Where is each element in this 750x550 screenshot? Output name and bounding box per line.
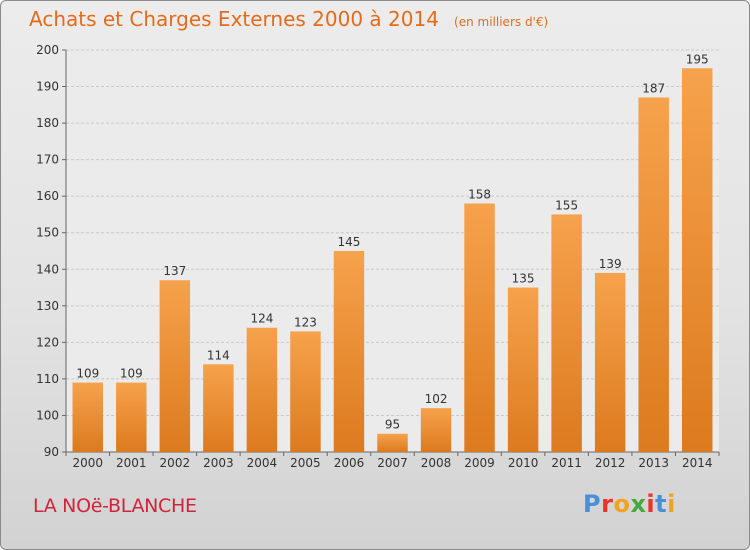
proxiti-logo[interactable]: Proxiti <box>583 490 676 518</box>
bar-2000 <box>72 382 104 452</box>
logo-letter: t <box>655 490 668 518</box>
y-tick-label: 90 <box>44 445 59 459</box>
value-label: 109 <box>76 367 99 381</box>
bar-2008 <box>420 408 452 452</box>
bar-2013 <box>638 97 669 452</box>
y-tick-label: 150 <box>36 226 59 240</box>
value-labels: 109 2000 109 2001 137 2002 114 2003 124 2004 123 20… <box>72 52 712 470</box>
bar-2009 <box>464 203 495 452</box>
y-tick-label: 130 <box>36 299 59 313</box>
value-label: 187 <box>642 82 665 96</box>
bar-2003 <box>203 364 234 452</box>
bar-2012 <box>594 272 626 452</box>
value-label: 137 <box>163 264 186 278</box>
value-label: 95 <box>385 418 400 432</box>
x-tick-label: 2000 <box>72 456 103 470</box>
value-label: 195 <box>686 52 709 66</box>
x-tick-label: 2013 <box>638 456 669 470</box>
bar-2011 <box>551 214 582 452</box>
x-tick-label: 2009 <box>464 456 495 470</box>
bar-2005 <box>290 331 321 452</box>
logo-letter: r <box>601 490 614 518</box>
bar-2001 <box>116 382 147 452</box>
value-label: 155 <box>555 198 578 212</box>
y-tick-label: 160 <box>36 189 59 203</box>
x-tick-label: 2002 <box>160 456 191 470</box>
x-tick-label: 2010 <box>508 456 539 470</box>
y-tick-label: 170 <box>36 153 59 167</box>
y-tick-label: 140 <box>36 262 59 276</box>
y-tick-label: 190 <box>36 80 59 94</box>
logo-letter: i <box>646 490 656 518</box>
value-label: 109 <box>120 367 143 381</box>
value-label: 124 <box>250 312 273 326</box>
x-tick-label: 2011 <box>551 456 582 470</box>
bar-2002 <box>159 280 191 452</box>
bars <box>72 68 713 452</box>
x-tick-label: 2001 <box>116 456 147 470</box>
y-tick-label: 180 <box>36 116 59 130</box>
x-tick-label: 2003 <box>203 456 234 470</box>
value-label: 114 <box>207 348 230 362</box>
y-tick-label: 200 <box>36 43 59 57</box>
city-name: LA NOë-BLANCHE <box>33 495 197 517</box>
x-tick-label: 2007 <box>377 456 408 470</box>
value-label: 123 <box>294 315 317 329</box>
logo-letter: P <box>583 490 602 518</box>
bar-2014 <box>681 68 713 452</box>
bar-2006 <box>333 251 365 452</box>
x-tick-label: 2008 <box>421 456 452 470</box>
y-tick-label: 100 <box>36 408 59 422</box>
bar-2007 <box>377 433 408 452</box>
bar-2010 <box>507 287 539 452</box>
logo-letter: i <box>667 490 676 518</box>
chart-unit: (en milliers d'€) <box>454 15 549 29</box>
value-label: 135 <box>512 272 535 286</box>
value-label: 102 <box>425 392 448 406</box>
chart-title: Achats et Charges Externes 2000 à 2014 <box>29 7 439 31</box>
x-tick-label: 2014 <box>682 456 713 470</box>
value-label: 158 <box>468 187 491 201</box>
y-tick-label: 120 <box>36 335 59 349</box>
x-tick-label: 2012 <box>595 456 626 470</box>
bar-2004 <box>246 327 278 452</box>
x-tick-label: 2006 <box>334 456 365 470</box>
value-label: 139 <box>599 257 622 271</box>
logo-letter: o <box>613 490 631 518</box>
x-tick-label: 2005 <box>290 456 321 470</box>
y-tick-label: 110 <box>36 372 59 386</box>
logo-letter: x <box>630 490 647 518</box>
value-label: 145 <box>338 235 361 249</box>
x-tick-label: 2004 <box>247 456 278 470</box>
chart-header: Achats et Charges Externes 2000 à 2014 (… <box>29 7 548 31</box>
